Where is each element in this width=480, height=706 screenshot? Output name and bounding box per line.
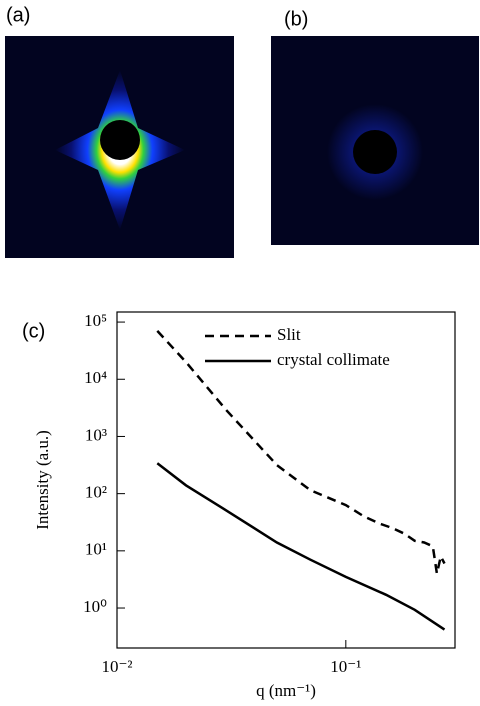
y-tick-label: 10⁴ (84, 368, 107, 387)
legend-label: crystal collimate (277, 350, 390, 369)
x-tick-label: 10⁻¹ (330, 657, 361, 676)
panel-label: (c) (22, 320, 45, 342)
y-tick-label: 10² (85, 483, 107, 502)
series-line (156, 330, 446, 574)
y-tick-label: 10⁵ (84, 311, 107, 330)
y-tick-label: 10³ (85, 425, 107, 444)
panel-label: (a) (6, 4, 30, 26)
plot-frame (116, 311, 456, 649)
x-tick-label: 10⁻² (101, 657, 132, 676)
y-tick-label: 10¹ (85, 540, 107, 559)
x-axis-label: q (nm⁻¹) (256, 681, 316, 700)
panel-label: (b) (284, 8, 308, 30)
image-b (271, 36, 479, 245)
y-axis-label: Intensity (a.u.) (33, 430, 52, 530)
legend-label: Slit (277, 325, 301, 344)
series-line (156, 462, 446, 631)
y-tick-label: 10⁰ (83, 597, 107, 616)
image-a (5, 36, 234, 258)
